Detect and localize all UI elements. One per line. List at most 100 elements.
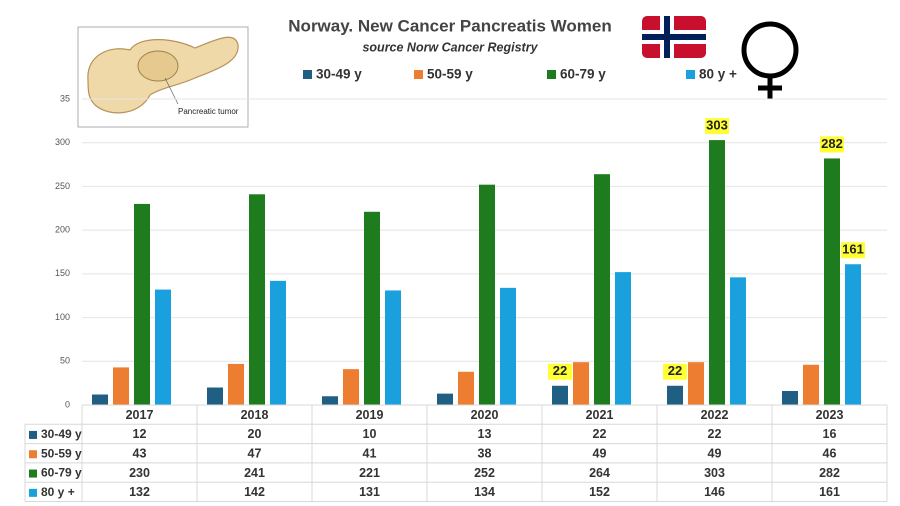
table-cell: 20 <box>248 427 262 441</box>
table-row-label: 60-79 y <box>41 466 82 480</box>
bar <box>113 367 129 405</box>
table-cell: 241 <box>244 466 265 480</box>
x-tick-label: 2022 <box>701 408 729 422</box>
y-tick-label: 0 <box>65 399 70 409</box>
bar <box>573 362 589 405</box>
table-row-label: 80 y + <box>41 485 75 499</box>
x-tick-label: 2017 <box>126 408 154 422</box>
y-tick-label: 300 <box>55 137 70 147</box>
bar <box>479 184 495 405</box>
bar <box>228 363 244 405</box>
table-row-label: 30-49 y <box>41 427 82 441</box>
x-tick-label: 2021 <box>586 408 614 422</box>
bar <box>667 385 683 405</box>
chart-title: Norway. New Cancer Pancreatis Women <box>288 16 611 35</box>
data-label-bg <box>705 118 729 135</box>
bar <box>343 369 359 405</box>
legend-label: 60-79 y <box>560 67 606 82</box>
table-cell: 221 <box>359 466 380 480</box>
legend-swatch <box>547 70 556 79</box>
table-cell: 49 <box>593 447 607 461</box>
y-tick-label: 100 <box>55 312 70 322</box>
x-tick-label: 2023 <box>816 408 844 422</box>
table-cell: 41 <box>363 447 377 461</box>
legend-label: 30-49 y <box>316 67 362 82</box>
bar <box>249 194 265 405</box>
bar <box>270 280 286 405</box>
bar <box>803 364 819 405</box>
flag <box>642 16 706 58</box>
table-cell: 142 <box>244 485 265 499</box>
pointer <box>164 77 179 105</box>
table-cell: 22 <box>593 427 607 441</box>
legend-swatch <box>303 70 312 79</box>
y-tick-label: 200 <box>55 225 70 235</box>
data-label-bg <box>663 363 687 380</box>
table-cell: 12 <box>133 427 147 441</box>
y-tick-label: 50 <box>60 356 70 366</box>
bar <box>207 387 223 405</box>
bar <box>364 211 380 405</box>
bar <box>730 277 746 405</box>
bar <box>134 203 150 405</box>
bar <box>688 362 704 405</box>
table-cell: 47 <box>248 447 262 461</box>
table-cell: 146 <box>704 485 725 499</box>
table-cell: 230 <box>129 466 150 480</box>
bar <box>500 287 516 405</box>
table-cell: 282 <box>819 466 840 480</box>
data-label: 22 <box>553 363 567 378</box>
data-label-bg <box>841 242 865 259</box>
bar <box>845 264 861 405</box>
table-cell: 10 <box>363 427 377 441</box>
table-cell: 49 <box>708 447 722 461</box>
y-tick-label: 250 <box>55 181 70 191</box>
bar <box>385 290 401 405</box>
table-cell: 161 <box>819 485 840 499</box>
x-tick-label: 2020 <box>471 408 499 422</box>
chart-subtitle: source Norw Cancer Registry <box>362 40 538 54</box>
table-swatch <box>29 450 37 459</box>
bar <box>552 385 568 405</box>
legend-swatch <box>414 70 423 79</box>
bar <box>92 394 108 405</box>
table-cell: 152 <box>589 485 610 499</box>
illustration-label: Pancreatic tumor <box>178 107 239 116</box>
table-cell: 22 <box>708 427 722 441</box>
table-cell: 132 <box>129 485 150 499</box>
legend-swatch <box>686 70 695 79</box>
table-swatch <box>29 430 37 439</box>
x-tick-label: 2018 <box>241 408 269 422</box>
bar <box>155 289 171 405</box>
table-cell: 46 <box>823 447 837 461</box>
table-cell: 264 <box>589 466 610 480</box>
table-swatch <box>29 469 37 478</box>
bar <box>437 393 453 405</box>
bar <box>594 174 610 405</box>
y-tick-label: 35 <box>60 93 70 103</box>
table-cell: 303 <box>704 466 725 480</box>
table-cell: 16 <box>823 427 837 441</box>
legend-label: 80 y + <box>699 67 737 82</box>
illustration: Pancreatic tumor <box>77 26 249 128</box>
bar <box>782 391 798 405</box>
data-label-bg <box>820 136 844 153</box>
y-tick-label: 150 <box>55 268 70 278</box>
x-tick-label: 2019 <box>356 408 384 422</box>
data-label: 303 <box>706 118 728 133</box>
bar <box>458 371 474 405</box>
table-cell: 38 <box>478 447 492 461</box>
tumor <box>137 50 179 82</box>
data-label-bg <box>548 363 572 380</box>
table-row-label: 50-59 y <box>41 446 82 460</box>
data-label: 22 <box>668 363 682 378</box>
bar <box>709 140 725 405</box>
data-label: 161 <box>842 242 864 257</box>
table-cell: 134 <box>474 485 495 499</box>
symbol-circle <box>741 21 799 79</box>
table-cell: 13 <box>478 427 492 441</box>
bar <box>824 158 840 405</box>
table-cell: 252 <box>474 466 495 480</box>
data-label: 282 <box>821 136 843 151</box>
